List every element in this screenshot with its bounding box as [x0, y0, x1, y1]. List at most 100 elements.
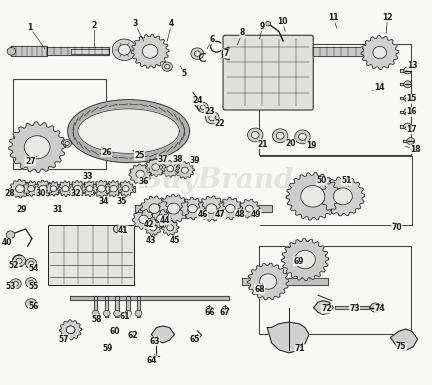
Polygon shape	[267, 322, 309, 353]
Circle shape	[273, 129, 288, 142]
Polygon shape	[11, 186, 135, 192]
Text: 61: 61	[120, 312, 130, 321]
Text: 18: 18	[410, 145, 421, 154]
Circle shape	[67, 326, 75, 334]
Circle shape	[260, 274, 277, 289]
Circle shape	[33, 143, 41, 151]
Text: 66: 66	[204, 308, 215, 318]
Circle shape	[110, 186, 117, 192]
Text: 28: 28	[4, 189, 15, 198]
Polygon shape	[10, 179, 30, 198]
Text: 14: 14	[374, 83, 384, 92]
Circle shape	[149, 204, 160, 213]
Bar	[259, 44, 411, 155]
Text: 73: 73	[349, 304, 360, 313]
Circle shape	[25, 278, 37, 288]
Text: 15: 15	[407, 94, 417, 104]
Circle shape	[194, 51, 200, 56]
Text: 47: 47	[215, 210, 226, 219]
Text: 26: 26	[102, 148, 112, 157]
Polygon shape	[133, 209, 155, 229]
Polygon shape	[137, 296, 140, 317]
Circle shape	[404, 67, 412, 74]
Polygon shape	[218, 198, 243, 220]
Text: 7: 7	[223, 49, 229, 58]
Text: 75: 75	[396, 342, 407, 351]
Polygon shape	[78, 109, 179, 153]
Text: 16: 16	[407, 107, 417, 116]
Text: 57: 57	[59, 335, 70, 343]
Polygon shape	[127, 296, 130, 317]
Circle shape	[16, 258, 22, 263]
Circle shape	[103, 310, 110, 316]
Polygon shape	[69, 181, 86, 197]
Polygon shape	[197, 196, 226, 221]
Text: 5: 5	[182, 69, 187, 78]
Text: 67: 67	[220, 308, 231, 318]
Circle shape	[29, 301, 34, 306]
Polygon shape	[180, 198, 205, 220]
Circle shape	[29, 261, 34, 266]
Circle shape	[301, 186, 325, 207]
Circle shape	[222, 306, 229, 313]
Polygon shape	[11, 46, 47, 56]
Circle shape	[168, 203, 180, 214]
Text: 45: 45	[170, 236, 180, 245]
Circle shape	[86, 186, 93, 192]
Circle shape	[206, 204, 217, 213]
Text: 32: 32	[70, 189, 81, 198]
Text: 10: 10	[277, 17, 288, 26]
Polygon shape	[391, 329, 418, 351]
Bar	[13, 79, 106, 169]
Circle shape	[125, 310, 132, 316]
Circle shape	[67, 326, 75, 334]
Polygon shape	[45, 181, 62, 196]
Text: 65: 65	[189, 335, 200, 344]
Circle shape	[162, 62, 172, 71]
Circle shape	[139, 215, 148, 224]
Polygon shape	[161, 160, 180, 177]
Text: 69: 69	[293, 257, 304, 266]
Circle shape	[114, 310, 121, 316]
Circle shape	[370, 303, 381, 312]
Text: 22: 22	[215, 119, 226, 128]
Text: 1: 1	[27, 23, 32, 32]
Polygon shape	[92, 180, 111, 197]
Text: 50: 50	[317, 176, 327, 186]
Text: 48: 48	[235, 210, 245, 219]
Circle shape	[226, 204, 235, 213]
Text: 55: 55	[29, 282, 39, 291]
Text: 35: 35	[116, 197, 127, 206]
Text: 40: 40	[2, 238, 13, 247]
Circle shape	[197, 102, 209, 112]
Circle shape	[10, 279, 21, 289]
Text: 72: 72	[321, 304, 332, 313]
Polygon shape	[68, 100, 190, 162]
Bar	[259, 246, 411, 335]
Text: 56: 56	[29, 302, 39, 311]
Polygon shape	[400, 126, 408, 128]
Polygon shape	[158, 194, 190, 223]
Circle shape	[69, 328, 73, 332]
Circle shape	[248, 128, 263, 142]
Polygon shape	[60, 320, 82, 340]
Circle shape	[65, 141, 70, 145]
Circle shape	[152, 164, 159, 171]
Polygon shape	[81, 181, 98, 196]
Polygon shape	[70, 49, 109, 54]
Text: 43: 43	[146, 236, 157, 245]
Circle shape	[206, 112, 219, 124]
Polygon shape	[47, 47, 109, 55]
Circle shape	[209, 115, 216, 121]
Text: 21: 21	[258, 140, 268, 149]
Text: 54: 54	[29, 264, 39, 273]
Text: 20: 20	[285, 139, 296, 148]
Text: 6: 6	[210, 35, 215, 44]
Polygon shape	[9, 122, 66, 172]
Polygon shape	[94, 296, 97, 317]
Circle shape	[39, 185, 47, 192]
Text: 63: 63	[149, 337, 159, 346]
Circle shape	[156, 215, 165, 223]
Text: 59: 59	[102, 344, 113, 353]
Circle shape	[295, 130, 310, 144]
